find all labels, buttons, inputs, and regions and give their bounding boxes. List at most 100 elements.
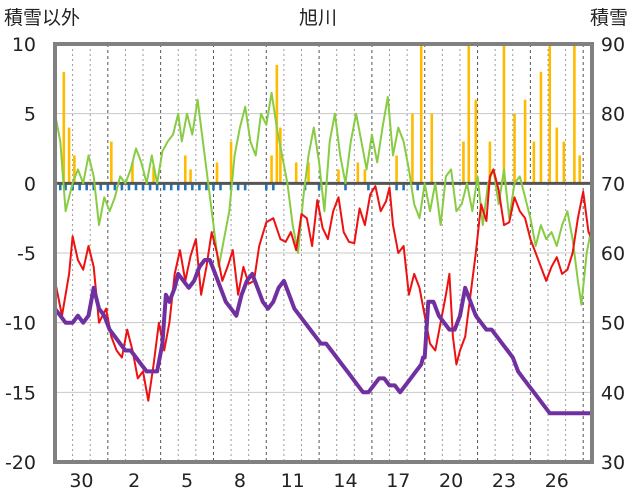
precip_neg-bar xyxy=(141,183,145,191)
precip_neg-bar xyxy=(113,183,117,191)
y-left-tick-label: -5 xyxy=(17,243,36,265)
precip_pos-bar xyxy=(152,166,155,184)
y-right-tick-label: 50 xyxy=(601,313,625,335)
precip_pos-bar xyxy=(430,113,434,184)
precip_pos-bar xyxy=(270,155,273,184)
precip_pos-bar xyxy=(562,141,566,184)
precip_pos-bar xyxy=(189,169,192,184)
precip_pos-bar xyxy=(555,127,559,184)
precip_neg-bar xyxy=(219,183,222,191)
precip_neg-bar xyxy=(106,183,110,191)
precip_pos-bar xyxy=(73,155,76,184)
precip_neg-bar xyxy=(78,183,81,191)
y-left-tick-label: -20 xyxy=(5,452,36,474)
precip_pos-bar xyxy=(523,99,527,184)
precip_pos-bar xyxy=(513,113,516,184)
y-right-tick-label: 80 xyxy=(601,104,625,126)
precip_pos-bar xyxy=(502,44,506,184)
y-left-tick-label: -10 xyxy=(5,313,36,335)
y-right-tick-label: 90 xyxy=(601,34,625,56)
precip_pos-bar xyxy=(363,169,367,184)
precip_pos-bar xyxy=(229,141,233,184)
precip_neg-bar xyxy=(64,183,67,191)
precip_pos-bar xyxy=(294,162,298,184)
precip_neg-bar xyxy=(134,183,138,191)
x-tick-label: 20 xyxy=(439,470,463,492)
precip_pos-bar xyxy=(532,141,536,184)
precip_neg-bar xyxy=(58,183,62,191)
gridlines xyxy=(55,44,592,462)
y-right-tick-label: 70 xyxy=(601,173,625,195)
y-left-tick-label: 0 xyxy=(24,173,36,195)
plot-frame xyxy=(53,42,594,464)
precip_pos-bar xyxy=(356,162,360,184)
precip_neg-bar xyxy=(155,183,159,191)
y-left-tick-label: -15 xyxy=(5,382,36,404)
chart-title: 旭川 xyxy=(299,7,337,29)
precip_pos-bar xyxy=(67,127,71,184)
precip_pos-bar xyxy=(131,162,134,184)
precip_pos-bar xyxy=(467,44,471,184)
precip_neg-bar xyxy=(205,183,208,191)
precip_pos-bar xyxy=(419,44,423,184)
precip_neg-bar xyxy=(169,183,173,191)
precip_pos-bar xyxy=(110,141,113,184)
x-tick-label: 5 xyxy=(181,470,193,492)
precip_neg-bar xyxy=(402,183,405,191)
precip_pos-bar xyxy=(62,71,66,184)
x-tick-label: 23 xyxy=(492,470,516,492)
precip_neg-bar xyxy=(191,183,194,191)
temperature-line xyxy=(54,168,593,402)
precip_pos-bar xyxy=(279,127,282,184)
precip_neg-bar xyxy=(367,183,370,191)
precip_pos-bar xyxy=(578,155,581,184)
precip_neg-bar xyxy=(416,183,419,191)
precip_neg-bar xyxy=(243,183,247,191)
precip_neg-bar xyxy=(148,183,152,191)
series-lines xyxy=(53,91,593,416)
x-tick-label: 11 xyxy=(281,470,305,492)
x-tick-label: 14 xyxy=(333,470,357,492)
precip_pos-bar xyxy=(183,155,187,184)
precip_neg-bar xyxy=(99,183,103,191)
precip_neg-bar xyxy=(127,183,131,191)
y-left-tick-label: 5 xyxy=(24,104,36,126)
precip_pos-bar xyxy=(474,99,478,184)
left-axis-label: 積雪以外 xyxy=(4,7,80,29)
x-tick-label: 8 xyxy=(234,470,246,492)
precip_neg-bar xyxy=(176,183,180,191)
precip_pos-bar xyxy=(395,155,398,184)
precip_neg-bar xyxy=(198,183,201,191)
y-left-tick-label: 10 xyxy=(12,34,36,56)
x-tick-label: 30 xyxy=(69,470,93,492)
snow_depth-line xyxy=(53,258,592,416)
x-tick-label: 26 xyxy=(545,470,569,492)
precip_pos-bar xyxy=(539,71,543,184)
precip_pos-bar xyxy=(411,113,414,184)
right-axis-label: 積雪 xyxy=(590,7,628,29)
precip_pos-bar xyxy=(307,162,310,184)
precip_neg-bar xyxy=(212,183,215,191)
precip_neg-bar xyxy=(162,183,166,191)
precip_neg-bar xyxy=(120,183,124,191)
precip_neg-bar xyxy=(264,183,268,191)
precip_pos-bar xyxy=(548,44,552,184)
precip_pos-bar xyxy=(215,162,219,184)
precip_neg-bar xyxy=(183,183,187,191)
precip_pos-bar xyxy=(462,141,465,184)
wind-line xyxy=(54,91,593,306)
precip_neg-bar xyxy=(92,183,96,191)
precip_pos-bar xyxy=(488,141,492,184)
precip_neg-bar xyxy=(395,183,398,191)
y-right-tick-label: 60 xyxy=(601,243,625,265)
precip_neg-bar xyxy=(317,183,321,191)
precip_pos-bar xyxy=(573,44,576,184)
precip_neg-bar xyxy=(236,183,240,191)
x-tick-label: 2 xyxy=(128,470,140,492)
y-right-tick-label: 30 xyxy=(601,452,625,474)
x-tick-label: 17 xyxy=(386,470,410,492)
precip_neg-bar xyxy=(85,183,88,191)
y-right-tick-label: 40 xyxy=(601,382,625,404)
